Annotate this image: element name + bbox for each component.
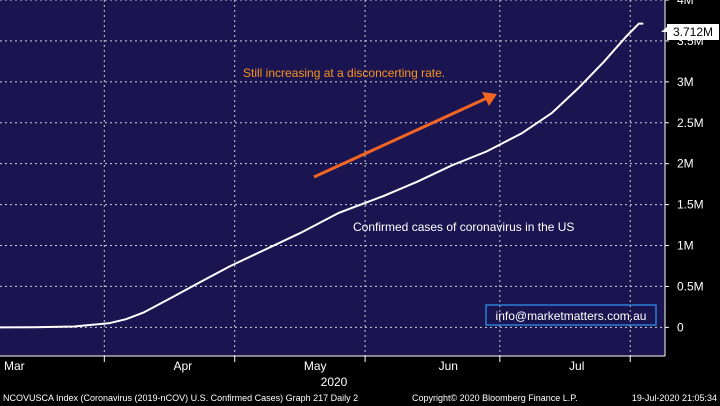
watermark-border <box>485 304 657 326</box>
y-tick-label: 1M <box>677 239 694 253</box>
y-tick-label: 0 <box>677 320 684 334</box>
y-tick-label: 3M <box>677 75 694 89</box>
footer-copyright: Copyright© 2020 Bloomberg Finance L.P. <box>412 393 578 403</box>
footer-security-description: NCOVUSCA Index (Coronavirus (2019-nCOV) … <box>3 393 358 403</box>
x-tick-label: Jun <box>439 359 458 373</box>
last-value-label: 3.712M <box>673 25 713 39</box>
trend-arrow-head <box>482 92 497 106</box>
x-tick-label: May <box>304 359 327 373</box>
x-tick-label: Mar <box>4 359 25 373</box>
plot-background <box>0 0 665 356</box>
x-tick-label: Apr <box>174 359 193 373</box>
last-value-badge <box>667 24 719 40</box>
annotation-increasing-rate: Still increasing at a disconcerting rate… <box>243 66 445 80</box>
y-tick-label: 2.5M <box>677 116 704 130</box>
watermark-box: info@marketmatters.com.au <box>485 304 657 326</box>
y-tick-label: 4M <box>677 0 694 7</box>
x-tick-marks <box>103 356 631 362</box>
grid-layer <box>0 0 665 356</box>
last-value-tag: 3.712M <box>661 24 719 40</box>
trend-arrow-shaft <box>313 96 488 179</box>
footer-timestamp: 19-Jul-2020 21:05:34 <box>632 393 717 403</box>
x-tick-labels: Mar Apr May Jun Jul <box>4 359 584 373</box>
trend-arrow <box>313 92 497 179</box>
series-line-us-confirmed-cases <box>0 22 644 329</box>
y-tick-label: 2M <box>677 157 694 171</box>
x-tick-label: Jul <box>569 359 584 373</box>
last-value-pointer <box>661 27 667 32</box>
x-axis-label: 2020 <box>321 375 348 389</box>
watermark-text: info@marketmatters.com.au <box>496 309 647 323</box>
y-tick-label: 1.5M <box>677 198 704 212</box>
y-tick-label: 0.5M <box>677 279 704 293</box>
annotation-series-description: Confirmed cases of coronavirus in the US <box>353 220 574 234</box>
